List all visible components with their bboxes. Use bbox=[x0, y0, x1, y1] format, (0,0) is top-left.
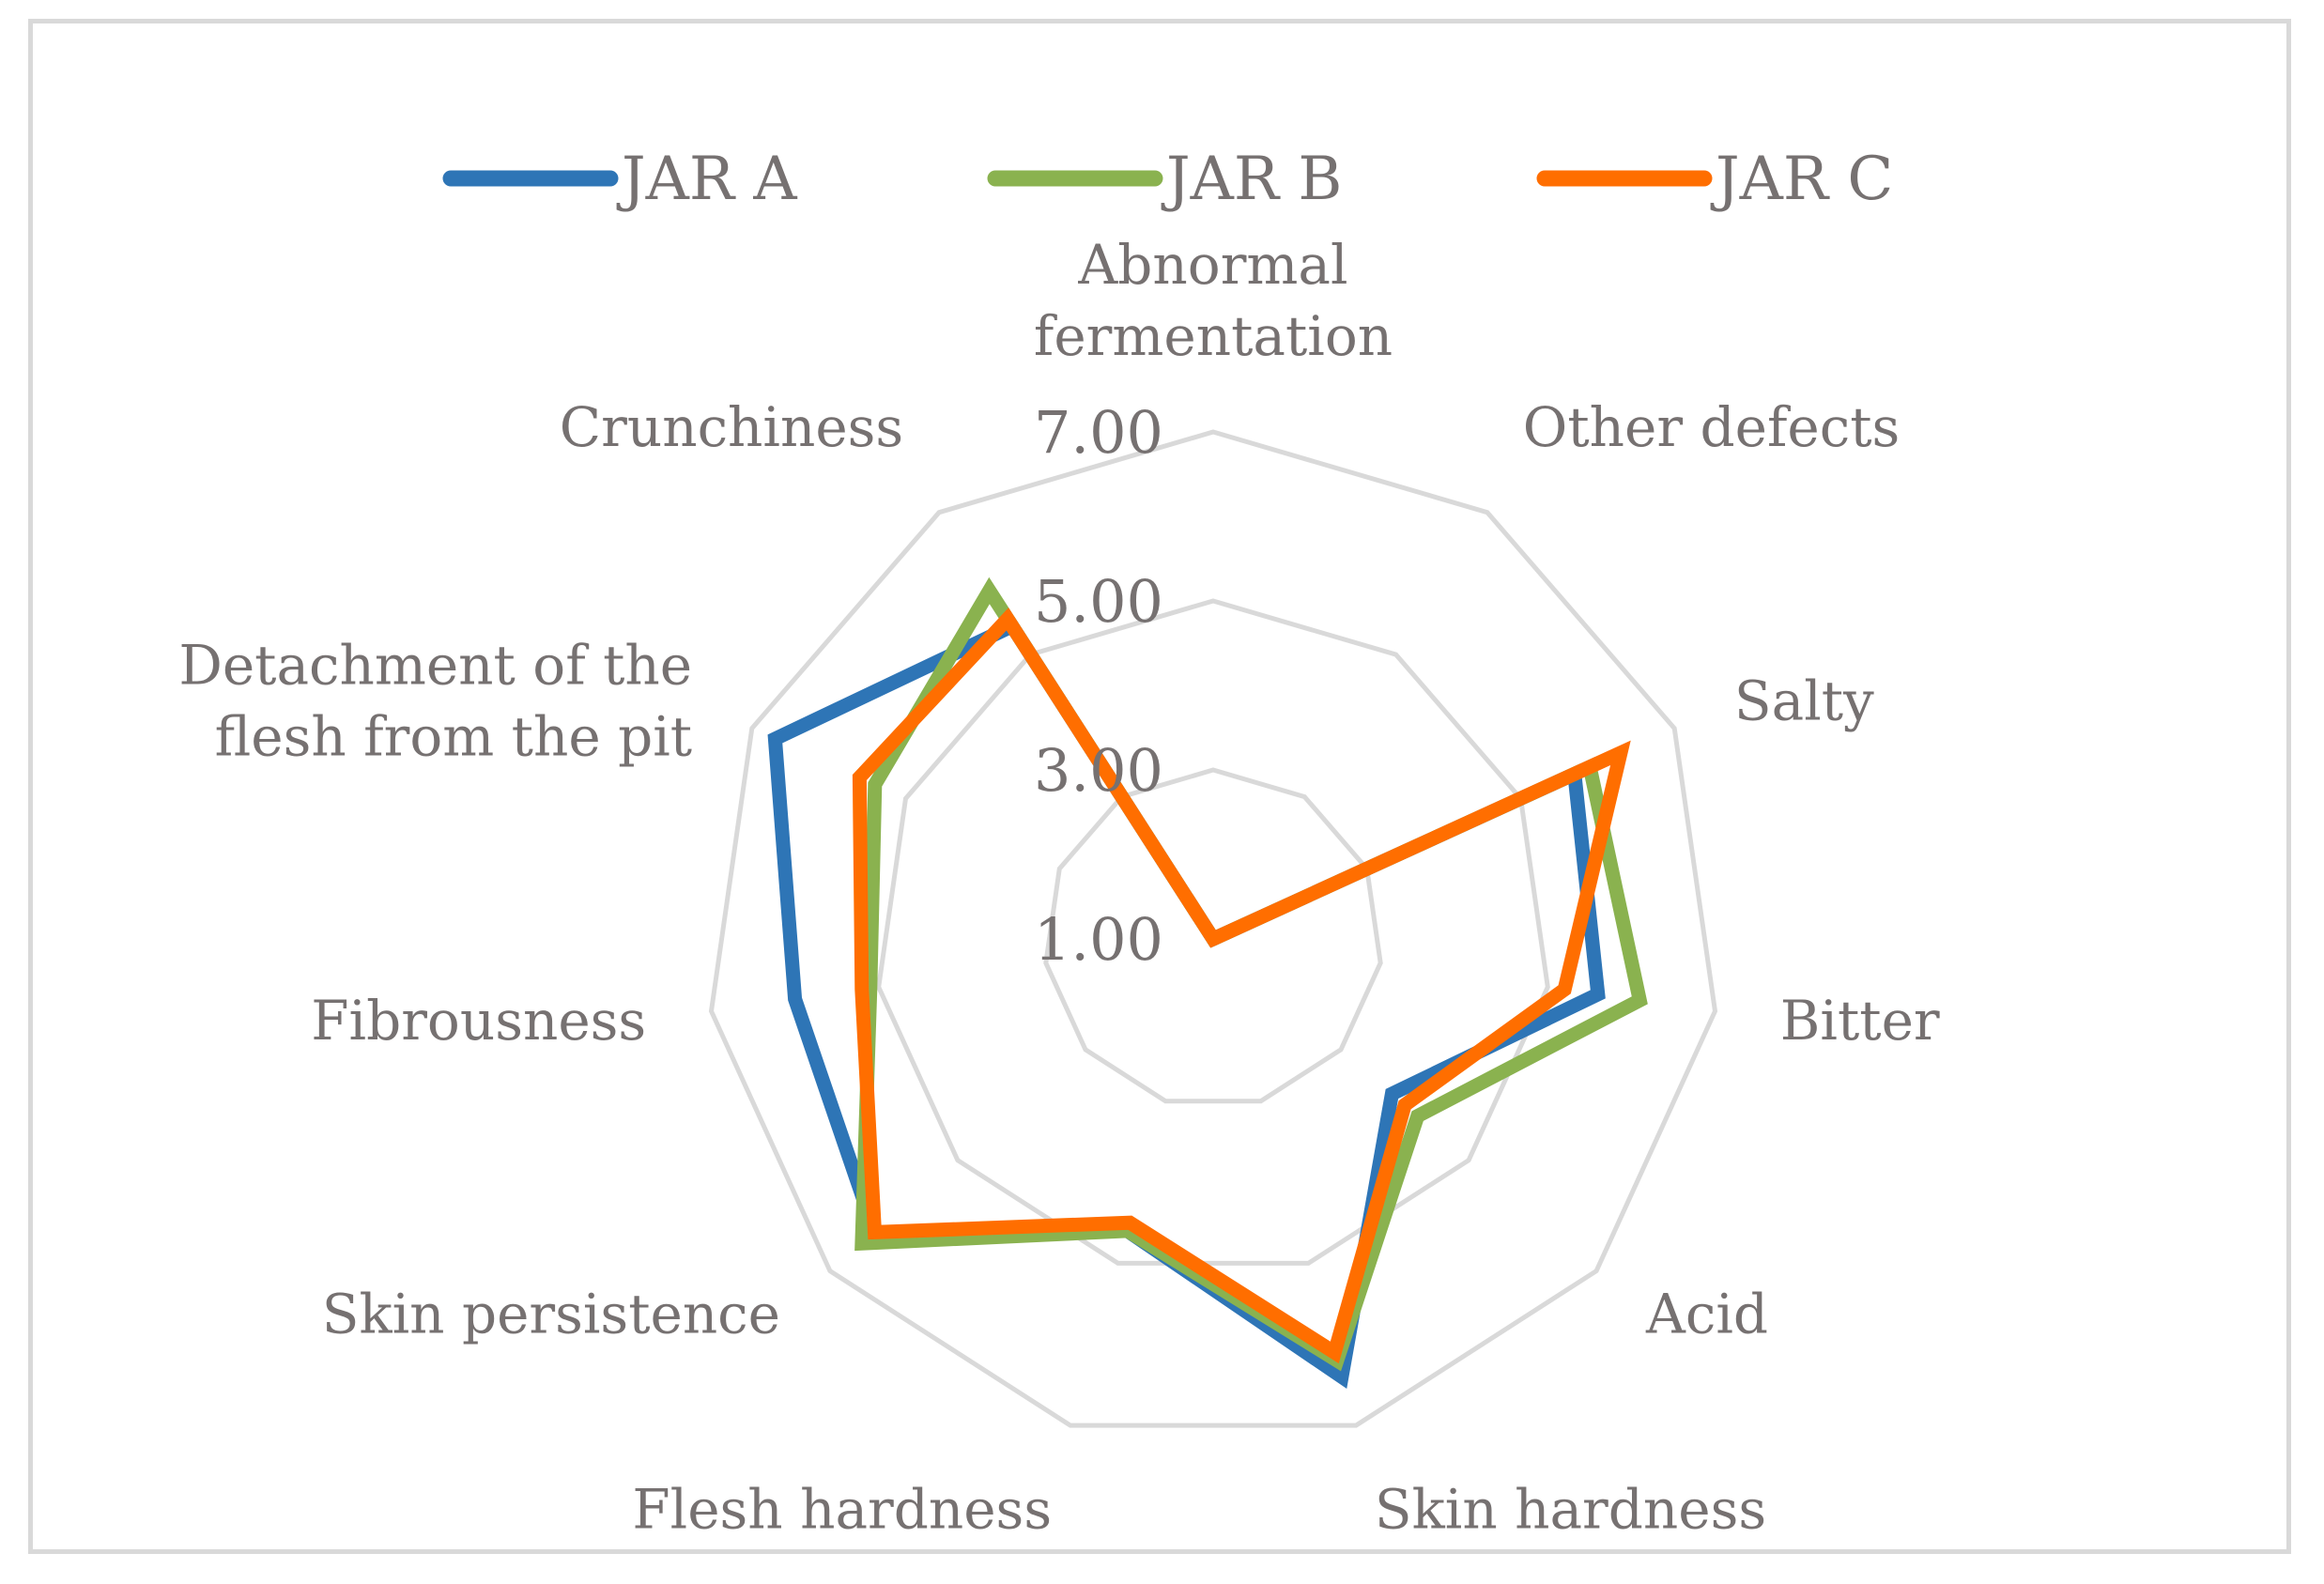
category-label-line: Crunchiness bbox=[560, 395, 903, 459]
radial-tick-labels: 1.00 3.00 5.00 7.00 bbox=[1034, 398, 1163, 974]
category-label: Skin persistence bbox=[322, 1283, 780, 1346]
category-label: Flesh hardness bbox=[632, 1477, 1052, 1541]
category-label: Skin hardness bbox=[1375, 1477, 1766, 1541]
category-label-line: Other defects bbox=[1523, 395, 1901, 459]
radar-grid bbox=[708, 429, 1718, 1428]
legend-label: JAR C bbox=[1710, 145, 1893, 214]
category-label-line: Skin persistence bbox=[322, 1283, 780, 1346]
series-line-jar-b bbox=[854, 577, 1648, 1372]
category-label: Detachment of the flesh from the pit bbox=[178, 634, 692, 769]
tick-label: 3.00 bbox=[1034, 736, 1163, 805]
category-label-line: fermentation bbox=[1034, 304, 1393, 368]
category-label: Other defects bbox=[1523, 395, 1901, 459]
legend-label: JAR B bbox=[1161, 145, 1342, 214]
category-label-line: Fibrousness bbox=[311, 989, 646, 1053]
category-label-line: Skin hardness bbox=[1375, 1477, 1766, 1541]
grid-ring-3 bbox=[708, 429, 1718, 1428]
category-label: Acid bbox=[1645, 1283, 1768, 1346]
category-label-line: Bitter bbox=[1780, 989, 1940, 1053]
category-label-line: flesh from the pit bbox=[215, 705, 693, 769]
category-label: Bitter bbox=[1780, 989, 1940, 1053]
legend-label: JAR A bbox=[616, 145, 797, 214]
category-label-line: Detachment of the bbox=[178, 634, 692, 698]
series-line-jar-c bbox=[852, 607, 1631, 1364]
category-label-line: Flesh hardness bbox=[632, 1477, 1052, 1541]
tick-label: 1.00 bbox=[1034, 905, 1163, 974]
radar-series bbox=[767, 577, 1648, 1390]
grid-ring-1 bbox=[1043, 767, 1383, 1104]
category-label: Abnormal fermentation bbox=[1034, 233, 1393, 368]
category-label-line: Acid bbox=[1645, 1283, 1768, 1346]
category-label: Crunchiness bbox=[560, 395, 903, 459]
category-label: Salty bbox=[1734, 669, 1874, 733]
category-label: Fibrousness bbox=[311, 989, 646, 1053]
category-labels: Abnormal fermentation Other defects Salty Bi… bbox=[178, 233, 1940, 1541]
category-label-line: Abnormal bbox=[1077, 233, 1347, 297]
tick-label: 5.00 bbox=[1034, 567, 1163, 636]
grid-ring-2 bbox=[876, 598, 1550, 1266]
tick-label: 7.00 bbox=[1034, 398, 1163, 467]
category-label-line: Salty bbox=[1734, 669, 1874, 733]
legend: JAR A JAR B JAR C bbox=[442, 145, 1893, 214]
